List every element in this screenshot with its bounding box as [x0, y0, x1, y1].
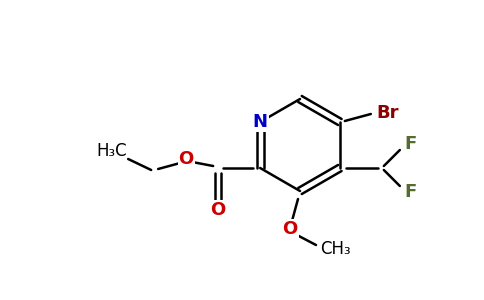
Text: O: O: [282, 220, 298, 238]
Text: O: O: [179, 150, 194, 168]
Text: F: F: [405, 135, 417, 153]
Text: H₃C: H₃C: [96, 142, 127, 160]
Text: CH₃: CH₃: [320, 240, 350, 258]
Text: N: N: [253, 113, 268, 131]
Text: Br: Br: [377, 104, 399, 122]
Text: O: O: [211, 201, 226, 219]
Text: F: F: [405, 183, 417, 201]
